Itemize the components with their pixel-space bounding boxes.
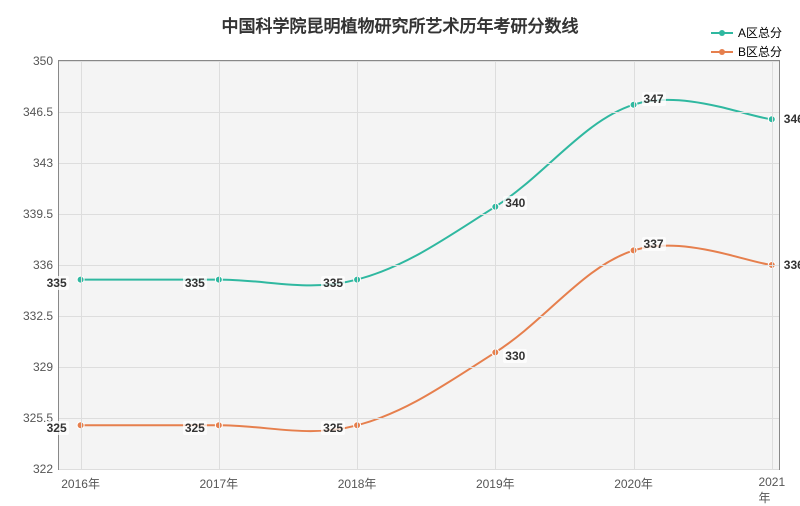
grid-line-h — [59, 469, 779, 470]
y-tick-label: 329 — [33, 360, 59, 374]
legend-label-b: B区总分 — [738, 43, 782, 60]
legend-swatch-b — [711, 51, 733, 53]
x-tick-label: 2021年 — [758, 469, 785, 506]
legend: A区总分 B区总分 — [711, 24, 782, 62]
grid-line-h — [59, 61, 779, 62]
grid-line-v — [357, 61, 358, 469]
data-label: 335 — [321, 276, 345, 290]
chart-title: 中国科学院昆明植物研究所艺术历年考研分数线 — [0, 0, 800, 37]
grid-line-h — [59, 214, 779, 215]
grid-line-h — [59, 163, 779, 164]
series-line — [81, 246, 772, 431]
plot-area: 322325.5329332.5336339.5343346.53502016年… — [58, 60, 780, 470]
y-tick-label: 346.5 — [23, 105, 59, 119]
data-label: 346 — [782, 112, 800, 126]
data-label: 337 — [642, 237, 666, 251]
y-tick-label: 322 — [33, 462, 59, 476]
legend-swatch-a — [711, 32, 733, 34]
legend-dot-a — [719, 30, 725, 36]
data-label: 336 — [782, 258, 800, 272]
y-tick-label: 336 — [33, 258, 59, 272]
data-label: 335 — [183, 276, 207, 290]
y-tick-label: 350 — [33, 54, 59, 68]
data-label: 325 — [321, 421, 345, 435]
legend-dot-b — [719, 49, 725, 55]
data-label: 340 — [503, 196, 527, 210]
x-tick-label: 2018年 — [338, 469, 377, 492]
y-tick-label: 339.5 — [23, 207, 59, 221]
data-label: 325 — [45, 421, 69, 435]
grid-line-v — [219, 61, 220, 469]
grid-line-h — [59, 316, 779, 317]
x-tick-label: 2017年 — [199, 469, 238, 492]
grid-line-h — [59, 112, 779, 113]
data-label: 325 — [183, 421, 207, 435]
series-line — [81, 100, 772, 285]
grid-line-h — [59, 418, 779, 419]
legend-label-a: A区总分 — [738, 24, 782, 41]
grid-line-v — [634, 61, 635, 469]
legend-item-b: B区总分 — [711, 43, 782, 60]
x-tick-label: 2019年 — [476, 469, 515, 492]
grid-line-h — [59, 265, 779, 266]
grid-line-v — [495, 61, 496, 469]
chart-container: 中国科学院昆明植物研究所艺术历年考研分数线 A区总分 B区总分 322325.5… — [0, 0, 800, 500]
y-tick-label: 332.5 — [23, 309, 59, 323]
grid-line-h — [59, 367, 779, 368]
grid-line-v — [81, 61, 82, 469]
data-label: 330 — [503, 349, 527, 363]
x-tick-label: 2016年 — [61, 469, 100, 492]
y-tick-label: 343 — [33, 156, 59, 170]
data-label: 347 — [642, 92, 666, 106]
data-label: 335 — [45, 276, 69, 290]
grid-line-v — [772, 61, 773, 469]
x-tick-label: 2020年 — [614, 469, 653, 492]
legend-item-a: A区总分 — [711, 24, 782, 41]
